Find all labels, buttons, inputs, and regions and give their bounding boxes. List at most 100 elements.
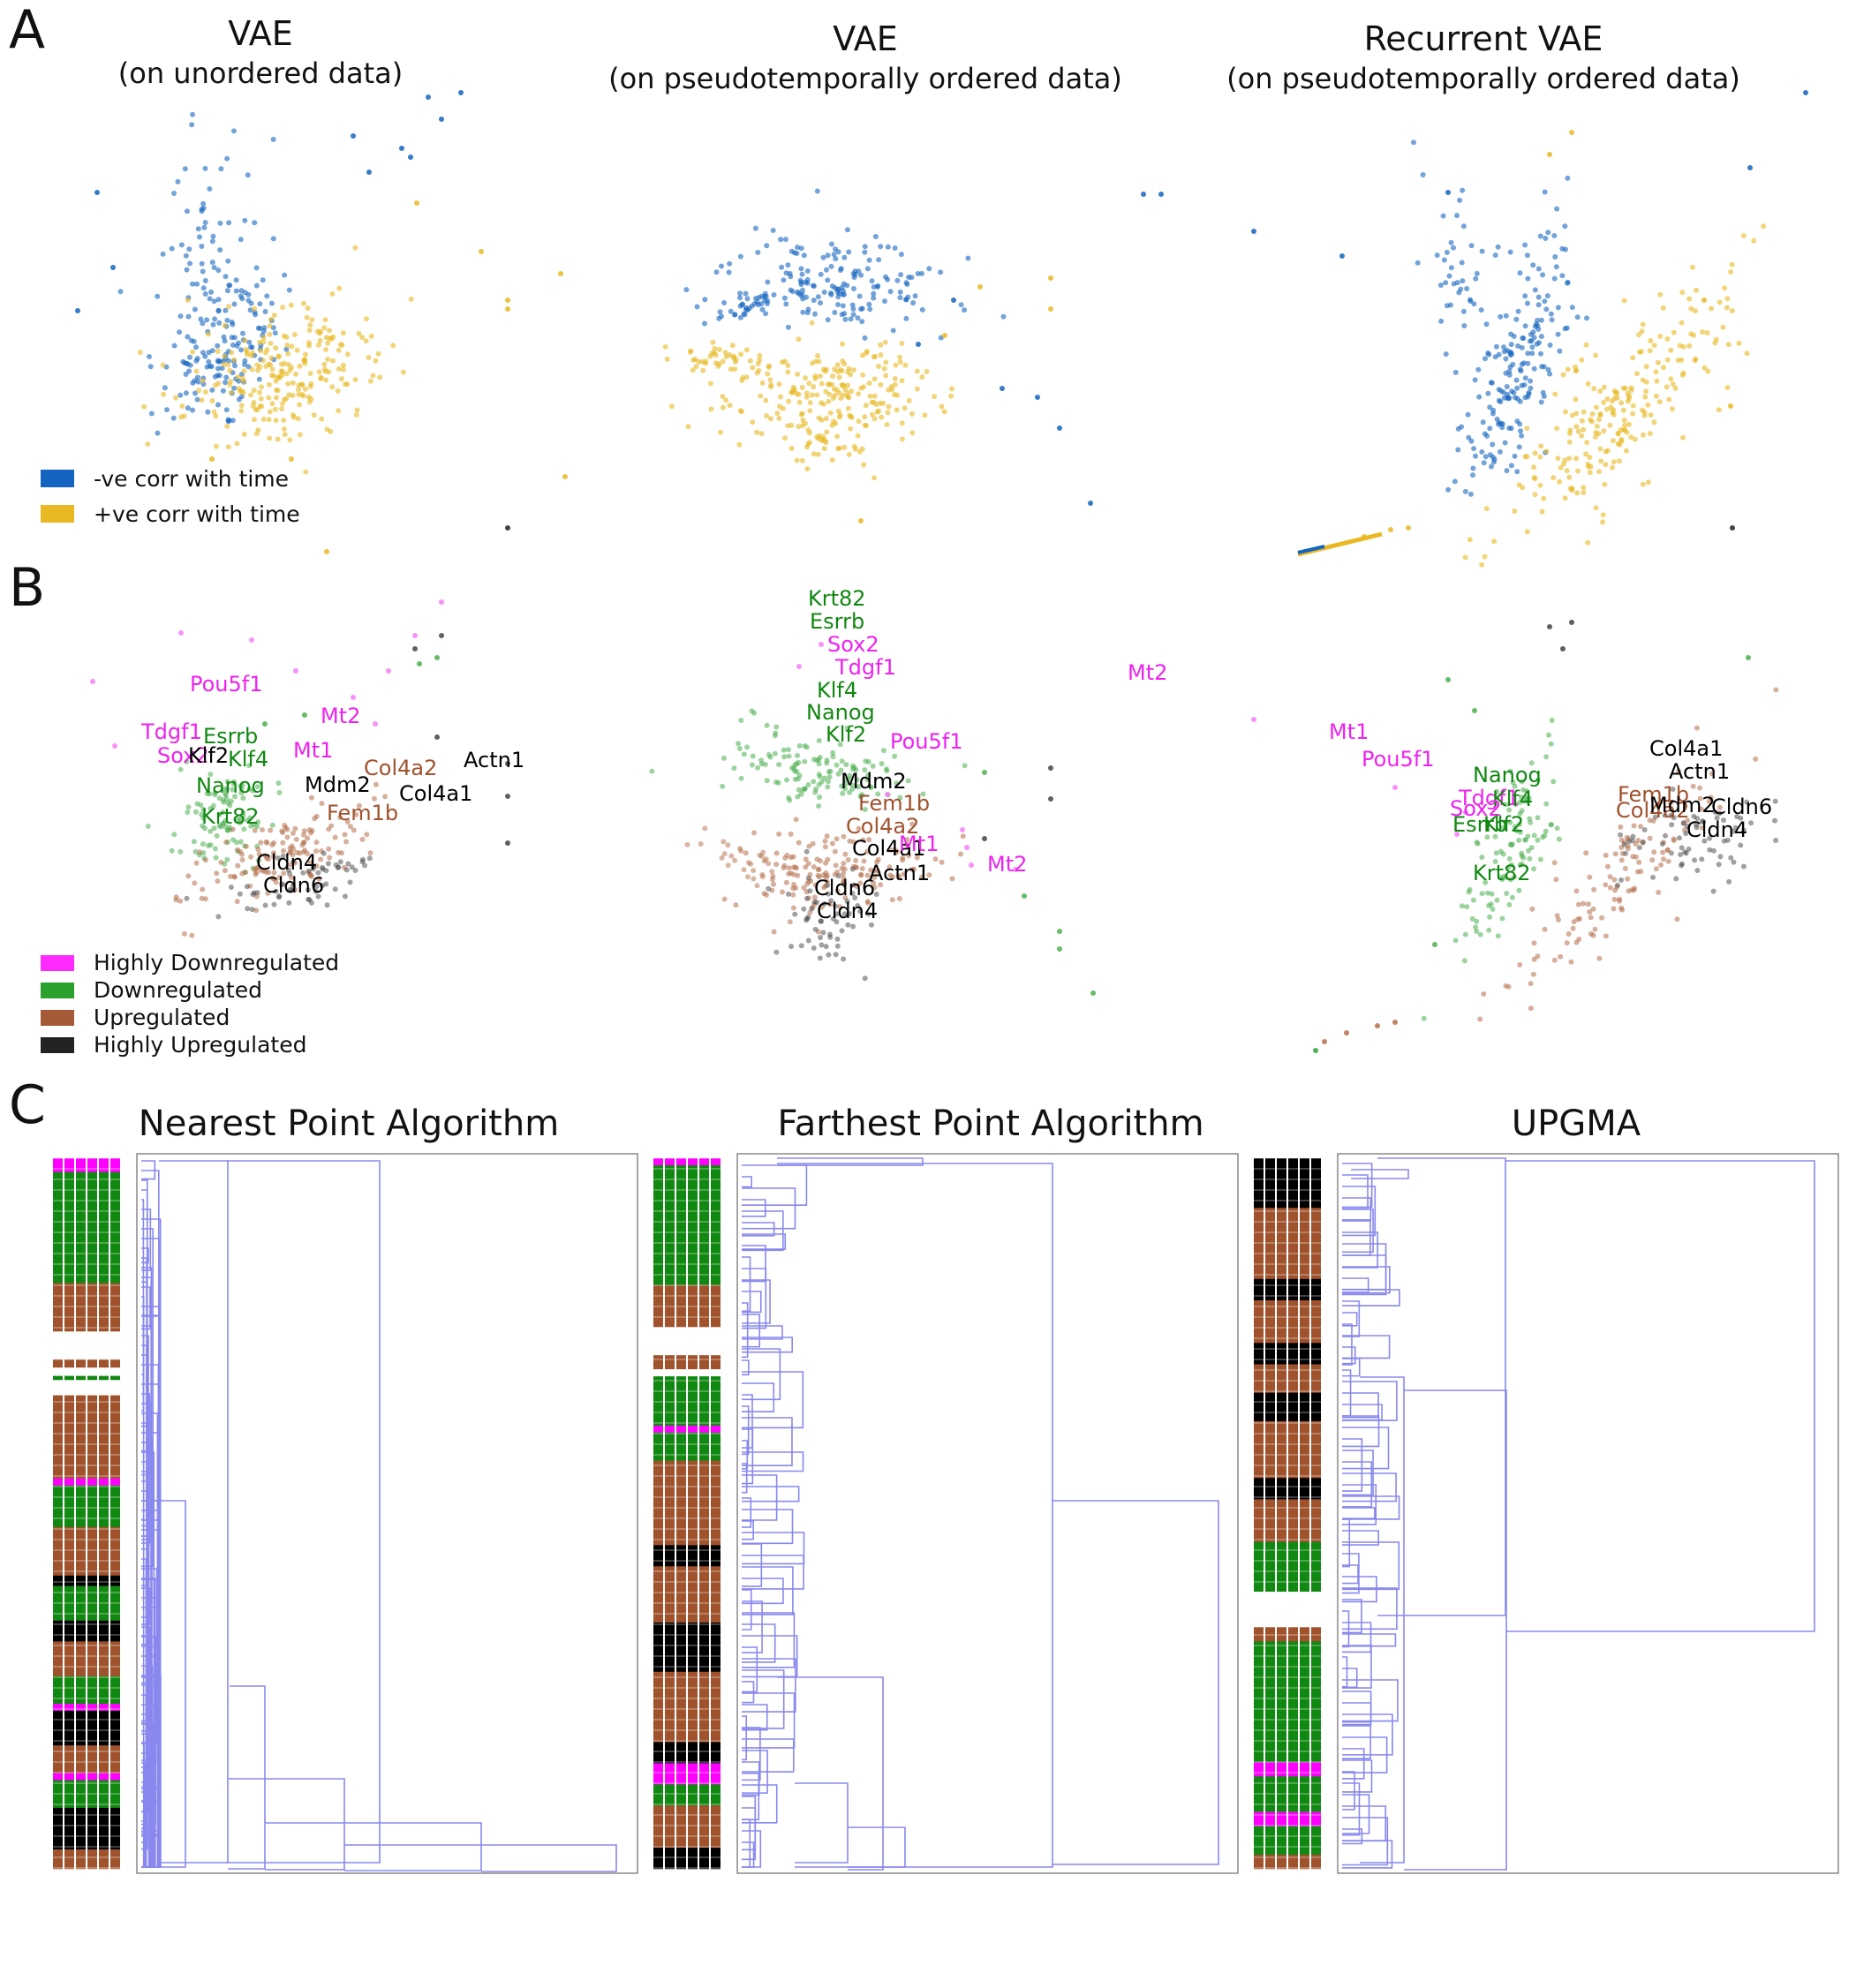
downregulated-point [275, 780, 282, 787]
upregulated-point [745, 860, 751, 866]
neg-corr-point [871, 290, 877, 297]
dendrogram-link [777, 1157, 924, 1166]
neg-corr-point [160, 251, 166, 257]
neg-corr-point [1483, 321, 1490, 328]
downregulated-point [1460, 903, 1465, 909]
pos-corr-point [1643, 379, 1649, 385]
pos-corr-point [864, 349, 870, 354]
neg-corr-point [898, 252, 904, 258]
neg-corr-point [194, 356, 200, 362]
cluster-color-cell [653, 1165, 663, 1285]
upregulated-point [1581, 900, 1587, 907]
cluster-color-cell [53, 1773, 63, 1781]
pos-corr-point [1538, 443, 1544, 449]
neg-corr-point [885, 244, 891, 250]
upregulated-point [759, 874, 766, 880]
neg-corr-point [1487, 404, 1493, 410]
pos-corr-point [235, 374, 241, 380]
upregulated-point [1658, 862, 1664, 868]
cluster-color-cell [87, 1807, 97, 1850]
pos-corr-point [160, 362, 166, 368]
pos-corr-point [782, 435, 788, 441]
pos-corr-point [728, 366, 734, 373]
upregulated-point [918, 874, 924, 880]
neg-corr-point [215, 365, 221, 372]
upregulated-point [1574, 916, 1581, 922]
neg-corr-point [828, 241, 834, 247]
neg-corr-point [743, 290, 749, 297]
cluster-color-cell [1265, 1158, 1275, 1209]
upregulated-point [906, 853, 912, 859]
pos-corr-point [1603, 406, 1610, 412]
downregulated-point [1505, 865, 1511, 870]
upregulated-point [1542, 926, 1548, 932]
pos-corr-point [841, 392, 847, 398]
upregulated-point [787, 919, 793, 925]
pos-corr-point [1604, 448, 1611, 454]
upregulated-point [364, 832, 370, 838]
neg-corr-point [1445, 190, 1451, 195]
neg-corr-point [226, 418, 232, 424]
downregulated-point [738, 718, 744, 723]
neg-corr-point [1528, 385, 1534, 391]
neg-corr-point [200, 205, 207, 211]
pos-corr-point [366, 355, 372, 360]
pos-corr-point [222, 353, 228, 359]
title-line-1: VAE [833, 19, 898, 58]
dendrogram-link [265, 1822, 482, 1871]
pos-corr-point [1541, 495, 1547, 501]
downregulated-point [1549, 718, 1555, 723]
upregulated-point [290, 852, 296, 858]
downregulated-point [1535, 777, 1541, 783]
upregulated-point [806, 843, 812, 849]
pos-corr-point [871, 393, 878, 399]
pos-corr-point [878, 381, 884, 388]
downregulated-point [816, 781, 822, 787]
upregulated-point [811, 894, 818, 900]
pos-corr-point [1583, 342, 1589, 348]
cluster-color-cell [53, 1375, 63, 1381]
downregulated-point [1540, 834, 1546, 840]
pos-corr-point [1694, 287, 1699, 293]
highly-upregulated-point [1734, 814, 1740, 820]
cluster-color-cell [1300, 1364, 1309, 1393]
pos-corr-point [259, 384, 264, 390]
cluster-color-cell [676, 1460, 686, 1546]
pos-corr-point [1048, 306, 1053, 312]
pos-corr-point [1512, 508, 1518, 514]
highly-upregulated-point [1676, 835, 1682, 841]
downregulated-point [1537, 856, 1543, 862]
neg-corr-point [215, 343, 221, 349]
highly-downregulated-point [293, 668, 298, 674]
pos-corr-point [832, 366, 838, 373]
pos-corr-point [708, 406, 714, 412]
neg-corr-point [1525, 360, 1531, 366]
cluster-color-cell [711, 1327, 721, 1356]
pos-corr-point [893, 362, 899, 368]
neg-corr-point [1555, 331, 1561, 337]
neg-corr-point [253, 265, 260, 271]
neg-corr-point [184, 267, 190, 273]
cluster-color-cell [676, 1545, 686, 1567]
pos-corr-point [819, 380, 825, 387]
highly-upregulated-point [1724, 837, 1731, 843]
cluster-color-cell [688, 1369, 698, 1377]
pos-corr-point [215, 349, 221, 354]
pos-corr-point [364, 316, 369, 322]
cluster-color-cell [99, 1380, 109, 1396]
pos-corr-point [732, 366, 738, 373]
neg-corr-point [801, 252, 807, 259]
neg-corr-point [261, 325, 268, 331]
pos-corr-point [1604, 396, 1611, 402]
upregulated-point [218, 859, 224, 865]
neg-corr-point [200, 268, 206, 275]
cluster-color-cell [1300, 1541, 1309, 1593]
neg-corr-point [882, 298, 887, 305]
dendrogram-link [742, 1600, 763, 1653]
highly-upregulated-point [844, 899, 850, 904]
cluster-color-cell [1265, 1364, 1275, 1393]
neg-corr-point [195, 226, 201, 232]
pos-corr-point [1636, 332, 1642, 338]
pos-corr-point [321, 325, 328, 331]
upregulated-point [684, 841, 690, 847]
